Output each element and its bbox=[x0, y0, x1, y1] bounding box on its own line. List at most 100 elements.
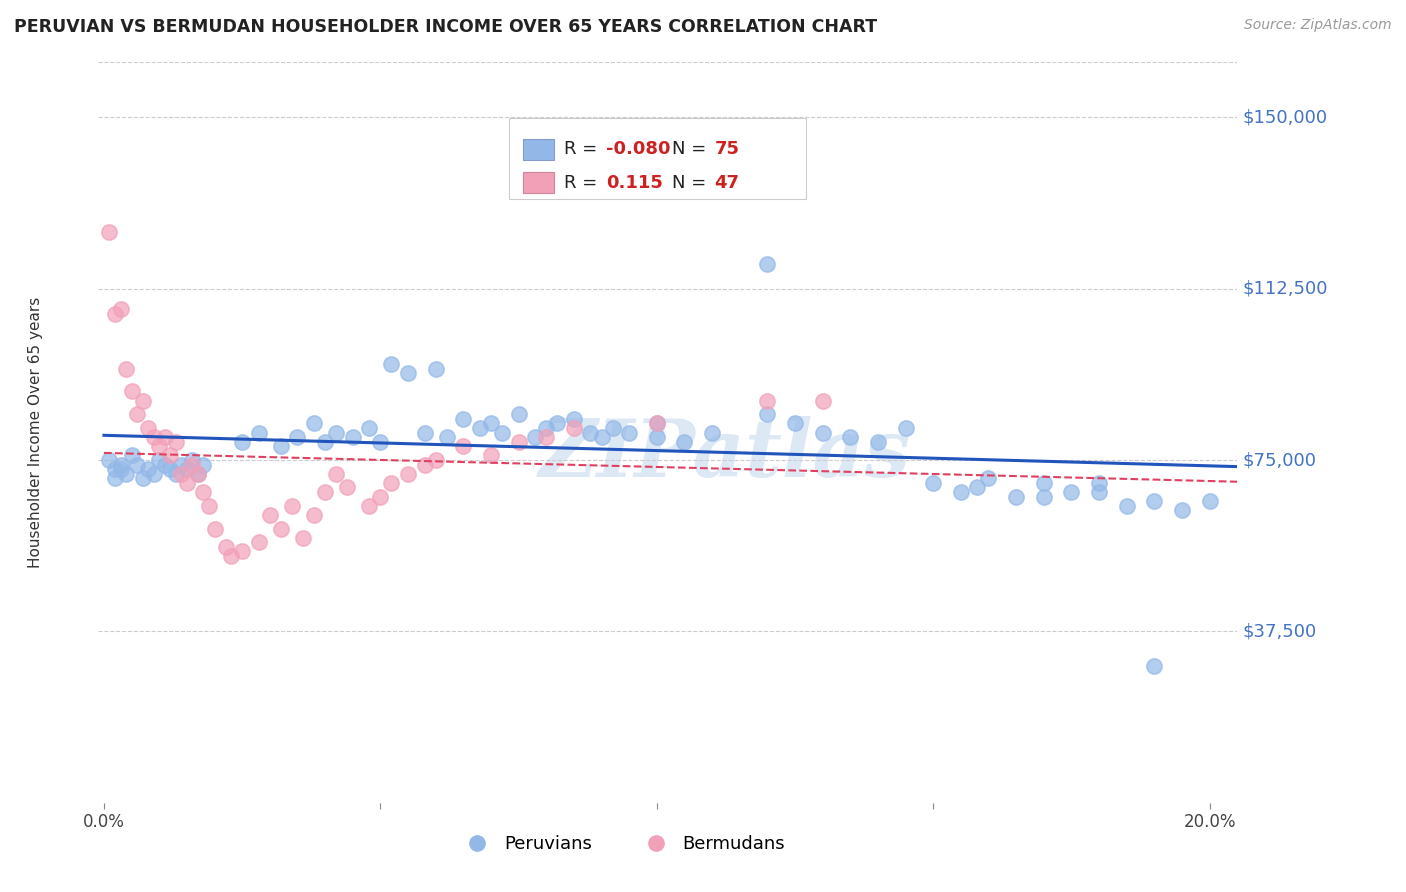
Point bbox=[342, 430, 364, 444]
Text: 0.115: 0.115 bbox=[606, 174, 664, 192]
Point bbox=[966, 480, 988, 494]
Point bbox=[247, 535, 270, 549]
Text: $150,000: $150,000 bbox=[1243, 108, 1327, 127]
Point bbox=[148, 453, 170, 467]
Point bbox=[359, 499, 381, 513]
Point bbox=[700, 425, 723, 440]
Point bbox=[159, 449, 181, 463]
Point bbox=[1143, 494, 1166, 508]
Point bbox=[673, 434, 696, 449]
Text: 47: 47 bbox=[714, 174, 740, 192]
Point bbox=[1060, 485, 1083, 500]
Point bbox=[176, 475, 198, 490]
Text: $37,500: $37,500 bbox=[1243, 623, 1317, 640]
Point bbox=[314, 434, 336, 449]
Text: $75,000: $75,000 bbox=[1243, 451, 1317, 469]
Text: 75: 75 bbox=[714, 140, 740, 158]
Point bbox=[508, 434, 530, 449]
Point bbox=[894, 421, 917, 435]
Point bbox=[110, 462, 132, 476]
Point bbox=[131, 471, 153, 485]
Point bbox=[181, 453, 204, 467]
Text: Householder Income Over 65 years: Householder Income Over 65 years bbox=[28, 297, 44, 568]
Point bbox=[214, 540, 236, 554]
Point bbox=[153, 458, 176, 472]
Point bbox=[170, 467, 193, 481]
Point bbox=[977, 471, 1000, 485]
Point bbox=[1032, 490, 1054, 504]
Point bbox=[479, 417, 502, 431]
Point bbox=[1088, 475, 1111, 490]
Point bbox=[198, 499, 221, 513]
Point bbox=[396, 366, 419, 380]
Point bbox=[949, 485, 972, 500]
Point bbox=[247, 425, 270, 440]
Point bbox=[98, 225, 121, 239]
Point bbox=[115, 361, 138, 376]
Point bbox=[453, 439, 475, 453]
Point bbox=[783, 417, 806, 431]
Point bbox=[270, 439, 292, 453]
Point bbox=[1198, 494, 1220, 508]
Text: N =: N = bbox=[672, 174, 713, 192]
Point bbox=[922, 475, 945, 490]
Point bbox=[524, 430, 547, 444]
Text: R =: R = bbox=[564, 174, 609, 192]
Point bbox=[839, 430, 862, 444]
Point bbox=[104, 462, 127, 476]
Point bbox=[104, 471, 127, 485]
Text: N =: N = bbox=[672, 140, 713, 158]
Point bbox=[165, 467, 187, 481]
Point bbox=[602, 421, 624, 435]
Point bbox=[142, 467, 165, 481]
Point bbox=[756, 256, 779, 270]
Point bbox=[127, 458, 149, 472]
Point bbox=[270, 522, 292, 536]
Point bbox=[193, 485, 215, 500]
Point bbox=[562, 412, 585, 426]
Point bbox=[546, 417, 568, 431]
Point bbox=[115, 467, 138, 481]
Point bbox=[121, 449, 143, 463]
Point bbox=[562, 421, 585, 435]
Point bbox=[204, 522, 226, 536]
Point bbox=[468, 421, 491, 435]
Point bbox=[756, 408, 779, 422]
Point bbox=[181, 458, 204, 472]
Point bbox=[104, 307, 127, 321]
Point bbox=[866, 434, 889, 449]
Point bbox=[291, 531, 314, 545]
Point bbox=[110, 458, 132, 472]
Point bbox=[121, 384, 143, 399]
Point bbox=[136, 421, 159, 435]
Point bbox=[287, 430, 309, 444]
Point bbox=[479, 449, 502, 463]
Point bbox=[1032, 475, 1054, 490]
Point bbox=[136, 462, 159, 476]
Point bbox=[325, 467, 347, 481]
Point bbox=[534, 421, 557, 435]
Point bbox=[302, 417, 325, 431]
Point bbox=[325, 425, 347, 440]
Point bbox=[1115, 499, 1137, 513]
Point bbox=[617, 425, 640, 440]
Point bbox=[142, 430, 165, 444]
Text: R =: R = bbox=[564, 140, 603, 158]
Point bbox=[453, 412, 475, 426]
Point bbox=[380, 475, 402, 490]
Point bbox=[579, 425, 602, 440]
Point bbox=[380, 357, 402, 371]
Point bbox=[165, 434, 187, 449]
Point bbox=[1171, 503, 1194, 517]
FancyBboxPatch shape bbox=[509, 118, 806, 199]
Point bbox=[370, 434, 392, 449]
Point bbox=[336, 480, 359, 494]
Point bbox=[219, 549, 242, 563]
Point bbox=[170, 458, 193, 472]
Point bbox=[728, 156, 751, 170]
FancyBboxPatch shape bbox=[523, 139, 554, 160]
Point bbox=[811, 425, 834, 440]
Point bbox=[756, 393, 779, 408]
Point bbox=[314, 485, 336, 500]
Text: ZIPatlas: ZIPatlas bbox=[538, 416, 911, 493]
